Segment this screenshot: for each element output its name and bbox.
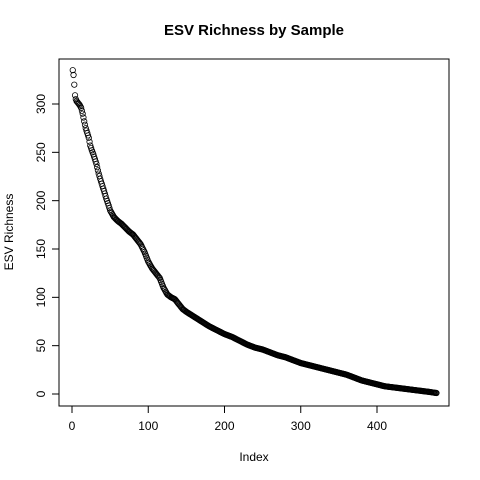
data-point <box>94 164 101 171</box>
y-tick-label: 200 <box>34 190 48 210</box>
data-point <box>86 138 93 145</box>
data-point <box>77 103 84 110</box>
plot-frame <box>58 58 450 407</box>
y-tick-label: 0 <box>34 390 48 397</box>
chart-title: ESV Richness by Sample <box>164 22 344 39</box>
data-point <box>93 160 100 168</box>
y-tick-label: 100 <box>34 287 48 307</box>
data-point <box>81 121 89 128</box>
x-tick-label: 200 <box>214 419 234 433</box>
x-tick-label: 100 <box>138 419 158 433</box>
y-axis-label: ESV Richness <box>2 194 16 271</box>
x-tick-label: 0 <box>69 419 76 433</box>
y-axis: 0 50 100 150 200 250 300 <box>34 94 60 397</box>
data-point <box>78 107 86 114</box>
data-point <box>69 67 76 74</box>
data-point <box>81 118 88 125</box>
data-point <box>71 92 79 99</box>
data-point <box>94 167 102 174</box>
y-tick-label: 250 <box>34 142 48 162</box>
data-point <box>79 110 86 117</box>
x-tick-label: 300 <box>291 419 311 433</box>
data-point <box>78 104 85 111</box>
data-points <box>69 67 440 397</box>
data-point <box>70 71 77 79</box>
x-axis-label: Index <box>239 450 268 464</box>
data-point <box>80 114 87 121</box>
x-tick-label: 400 <box>367 419 387 433</box>
x-axis: 0 100 200 300 400 <box>69 405 387 433</box>
y-tick-label: 50 <box>34 339 48 353</box>
data-point <box>433 389 440 397</box>
data-point <box>155 273 163 281</box>
data-point <box>85 134 92 141</box>
y-tick-label: 300 <box>34 94 48 114</box>
data-point <box>76 101 83 109</box>
y-tick-label: 150 <box>34 239 48 259</box>
data-point <box>71 81 78 88</box>
